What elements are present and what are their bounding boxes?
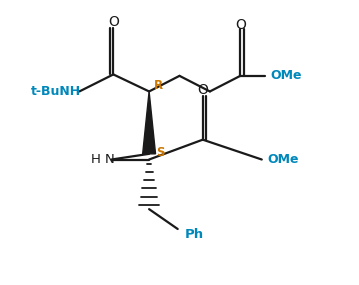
Text: R: R <box>154 79 163 92</box>
Polygon shape <box>143 91 155 154</box>
Text: H: H <box>90 153 101 166</box>
Text: OMe: OMe <box>267 153 299 166</box>
Text: t-BuNH: t-BuNH <box>31 85 81 98</box>
Text: Ph: Ph <box>185 228 204 241</box>
Text: N: N <box>105 153 115 166</box>
Text: S: S <box>156 146 165 159</box>
Text: O: O <box>108 15 119 29</box>
Text: OMe: OMe <box>271 69 302 82</box>
Text: O: O <box>197 83 208 97</box>
Text: O: O <box>235 18 246 32</box>
